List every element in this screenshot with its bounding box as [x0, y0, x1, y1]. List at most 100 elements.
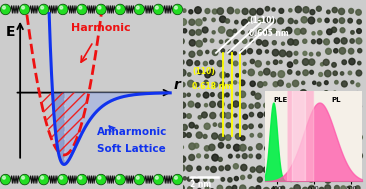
- Circle shape: [233, 164, 238, 169]
- Circle shape: [210, 101, 216, 107]
- Circle shape: [294, 60, 298, 64]
- Circle shape: [288, 132, 292, 137]
- Circle shape: [258, 29, 262, 33]
- Text: PL: PL: [331, 97, 341, 103]
- Circle shape: [250, 167, 255, 172]
- Circle shape: [297, 143, 301, 147]
- Circle shape: [259, 124, 262, 128]
- Circle shape: [279, 9, 284, 13]
- Circle shape: [340, 146, 343, 150]
- Circle shape: [236, 74, 239, 77]
- Circle shape: [341, 176, 346, 180]
- Circle shape: [336, 178, 339, 181]
- Circle shape: [347, 143, 353, 150]
- Circle shape: [308, 17, 315, 24]
- Circle shape: [240, 175, 245, 180]
- Text: Harmonic: Harmonic: [71, 23, 130, 33]
- Circle shape: [242, 8, 248, 15]
- Circle shape: [326, 29, 332, 35]
- Circle shape: [181, 113, 186, 118]
- Circle shape: [325, 81, 328, 84]
- Circle shape: [295, 104, 299, 109]
- Circle shape: [22, 6, 25, 9]
- Circle shape: [319, 175, 323, 180]
- Circle shape: [281, 94, 284, 97]
- Circle shape: [196, 40, 202, 47]
- Circle shape: [206, 50, 209, 53]
- Circle shape: [281, 186, 285, 189]
- Circle shape: [302, 155, 305, 158]
- Circle shape: [266, 174, 270, 179]
- Circle shape: [333, 103, 340, 110]
- Circle shape: [115, 174, 125, 185]
- Circle shape: [350, 39, 354, 43]
- Circle shape: [333, 142, 339, 149]
- Circle shape: [236, 124, 240, 128]
- Circle shape: [233, 29, 237, 33]
- Circle shape: [219, 157, 222, 161]
- Circle shape: [264, 68, 270, 75]
- Circle shape: [257, 177, 262, 182]
- Circle shape: [272, 41, 276, 45]
- Circle shape: [318, 113, 321, 116]
- Circle shape: [218, 92, 224, 99]
- Circle shape: [279, 60, 282, 64]
- Circle shape: [273, 103, 279, 108]
- Circle shape: [3, 176, 5, 179]
- Circle shape: [351, 31, 354, 34]
- Circle shape: [240, 144, 246, 151]
- Circle shape: [19, 4, 30, 15]
- Circle shape: [234, 40, 238, 44]
- Circle shape: [292, 0, 306, 189]
- Circle shape: [300, 90, 307, 96]
- Circle shape: [180, 146, 183, 149]
- Circle shape: [303, 121, 309, 128]
- Circle shape: [182, 124, 187, 130]
- Circle shape: [273, 146, 278, 151]
- Circle shape: [249, 104, 253, 109]
- Circle shape: [183, 177, 186, 180]
- Circle shape: [205, 154, 209, 158]
- Circle shape: [60, 6, 63, 9]
- Circle shape: [220, 16, 226, 22]
- Circle shape: [303, 39, 307, 43]
- Circle shape: [243, 125, 247, 129]
- Circle shape: [196, 29, 201, 35]
- Circle shape: [342, 60, 347, 65]
- Circle shape: [181, 82, 185, 87]
- Circle shape: [288, 0, 314, 189]
- Circle shape: [265, 156, 271, 162]
- Circle shape: [339, 8, 344, 15]
- Circle shape: [257, 40, 262, 45]
- Circle shape: [209, 69, 215, 75]
- Circle shape: [348, 71, 352, 75]
- Circle shape: [227, 30, 233, 36]
- Circle shape: [333, 136, 336, 140]
- Circle shape: [240, 136, 245, 141]
- Circle shape: [219, 27, 225, 33]
- Circle shape: [212, 31, 215, 34]
- Circle shape: [303, 51, 307, 55]
- Circle shape: [270, 112, 276, 118]
- Circle shape: [189, 40, 195, 46]
- Circle shape: [243, 62, 246, 66]
- Circle shape: [183, 29, 187, 33]
- Circle shape: [297, 155, 301, 159]
- Circle shape: [204, 146, 209, 151]
- Circle shape: [134, 4, 145, 15]
- Circle shape: [278, 18, 284, 24]
- Circle shape: [195, 7, 201, 14]
- Circle shape: [234, 114, 237, 117]
- Circle shape: [340, 165, 345, 171]
- Circle shape: [341, 81, 347, 87]
- Text: Soft Lattice: Soft Lattice: [97, 144, 166, 154]
- Circle shape: [189, 154, 195, 160]
- Circle shape: [249, 147, 252, 150]
- Circle shape: [289, 9, 292, 12]
- Circle shape: [303, 144, 309, 150]
- Circle shape: [324, 91, 329, 96]
- Circle shape: [211, 167, 216, 172]
- Text: Anharmonic: Anharmonic: [97, 127, 167, 137]
- Circle shape: [356, 152, 362, 159]
- Circle shape: [357, 19, 361, 24]
